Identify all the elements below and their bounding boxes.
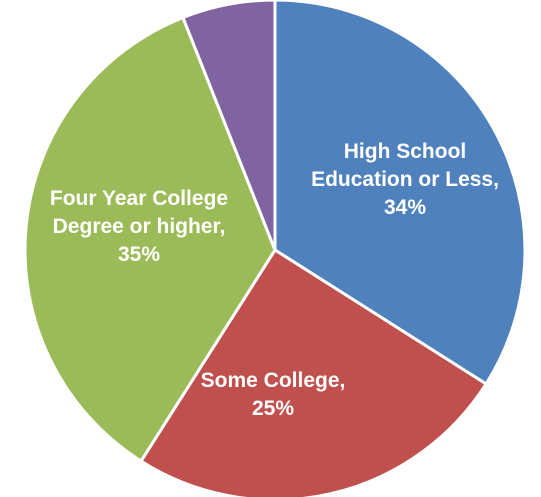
pie-slice-label-line: Degree or higher, — [53, 215, 226, 238]
pie-slice-2 — [23, 15, 277, 464]
pie-slice-label-line: 34% — [384, 196, 426, 219]
pie-slice-label-line: High School — [344, 140, 467, 163]
pie-slice-1 — [138, 247, 489, 497]
pie-slice-label-line: Some College, — [201, 369, 346, 392]
pie-slice-label-line: Education or Less, — [311, 168, 499, 191]
pie-slices — [23, 0, 527, 497]
pie-slice-label-0: High School Education or Less, 34% — [311, 140, 499, 219]
pie-slice-3 — [181, 0, 277, 251]
pie-slice-label-line: Four Year College — [50, 187, 228, 210]
pie-slice-label-2: Four Year College Degree or higher, 35% — [50, 187, 228, 266]
pie-slice-label-line: 35% — [118, 243, 160, 266]
pie-slice-label-1: Some College, 25% — [201, 369, 346, 420]
pie-labels: High School Education or Less, 34% Some Col… — [50, 140, 499, 420]
pie-slice-label-line: 25% — [252, 397, 294, 420]
